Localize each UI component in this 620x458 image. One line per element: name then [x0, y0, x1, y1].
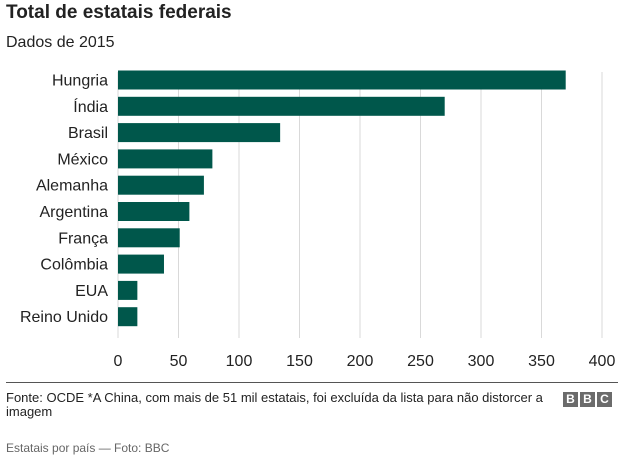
category-label: México	[57, 151, 108, 168]
bar	[118, 175, 204, 195]
bar	[118, 70, 566, 90]
bbc-logo-letter: B	[580, 392, 595, 407]
bbc-logo-letter: B	[563, 392, 578, 407]
category-label: Hungria	[52, 73, 108, 90]
bar	[118, 280, 138, 300]
category-label: Índia	[73, 97, 108, 116]
category-label: Brasil	[68, 125, 108, 142]
x-tick-label: 0	[114, 353, 123, 370]
bar	[118, 307, 138, 327]
category-label: EUA	[75, 283, 108, 300]
category-label: Alemanha	[36, 178, 108, 195]
x-tick-label: 200	[347, 353, 374, 370]
x-tick-label: 350	[528, 353, 555, 370]
chart-subtitle: Dados de 2015	[6, 34, 115, 51]
x-tick-label: 50	[170, 353, 188, 370]
bbc-logo-letter: C	[597, 392, 612, 407]
x-tick-label: 100	[226, 353, 253, 370]
bar	[118, 254, 164, 274]
x-tick-label: 300	[468, 353, 495, 370]
bar	[118, 123, 281, 143]
bar	[118, 96, 445, 116]
x-tick-label: 400	[589, 353, 616, 370]
category-label: Colômbia	[40, 257, 108, 274]
x-tick-label: 150	[286, 353, 313, 370]
image-caption: Estatais por país — Foto: BBC	[6, 441, 170, 455]
category-label: Argentina	[40, 204, 109, 221]
bbc-logo: B B C	[563, 392, 612, 407]
source-note: Fonte: OCDE *A China, com mais de 51 mil…	[6, 390, 543, 419]
bar	[118, 228, 180, 248]
bar	[118, 149, 213, 169]
category-label: Reino Unido	[20, 309, 108, 326]
chart-title: Total de estatais federais	[6, 2, 232, 23]
category-label: França	[58, 230, 108, 247]
bar-chart: Hungria Índia Brasil México Alemanha Argentin…	[20, 70, 616, 370]
bar	[118, 202, 190, 221]
x-tick-label: 250	[407, 353, 434, 370]
footer-divider	[6, 382, 618, 383]
